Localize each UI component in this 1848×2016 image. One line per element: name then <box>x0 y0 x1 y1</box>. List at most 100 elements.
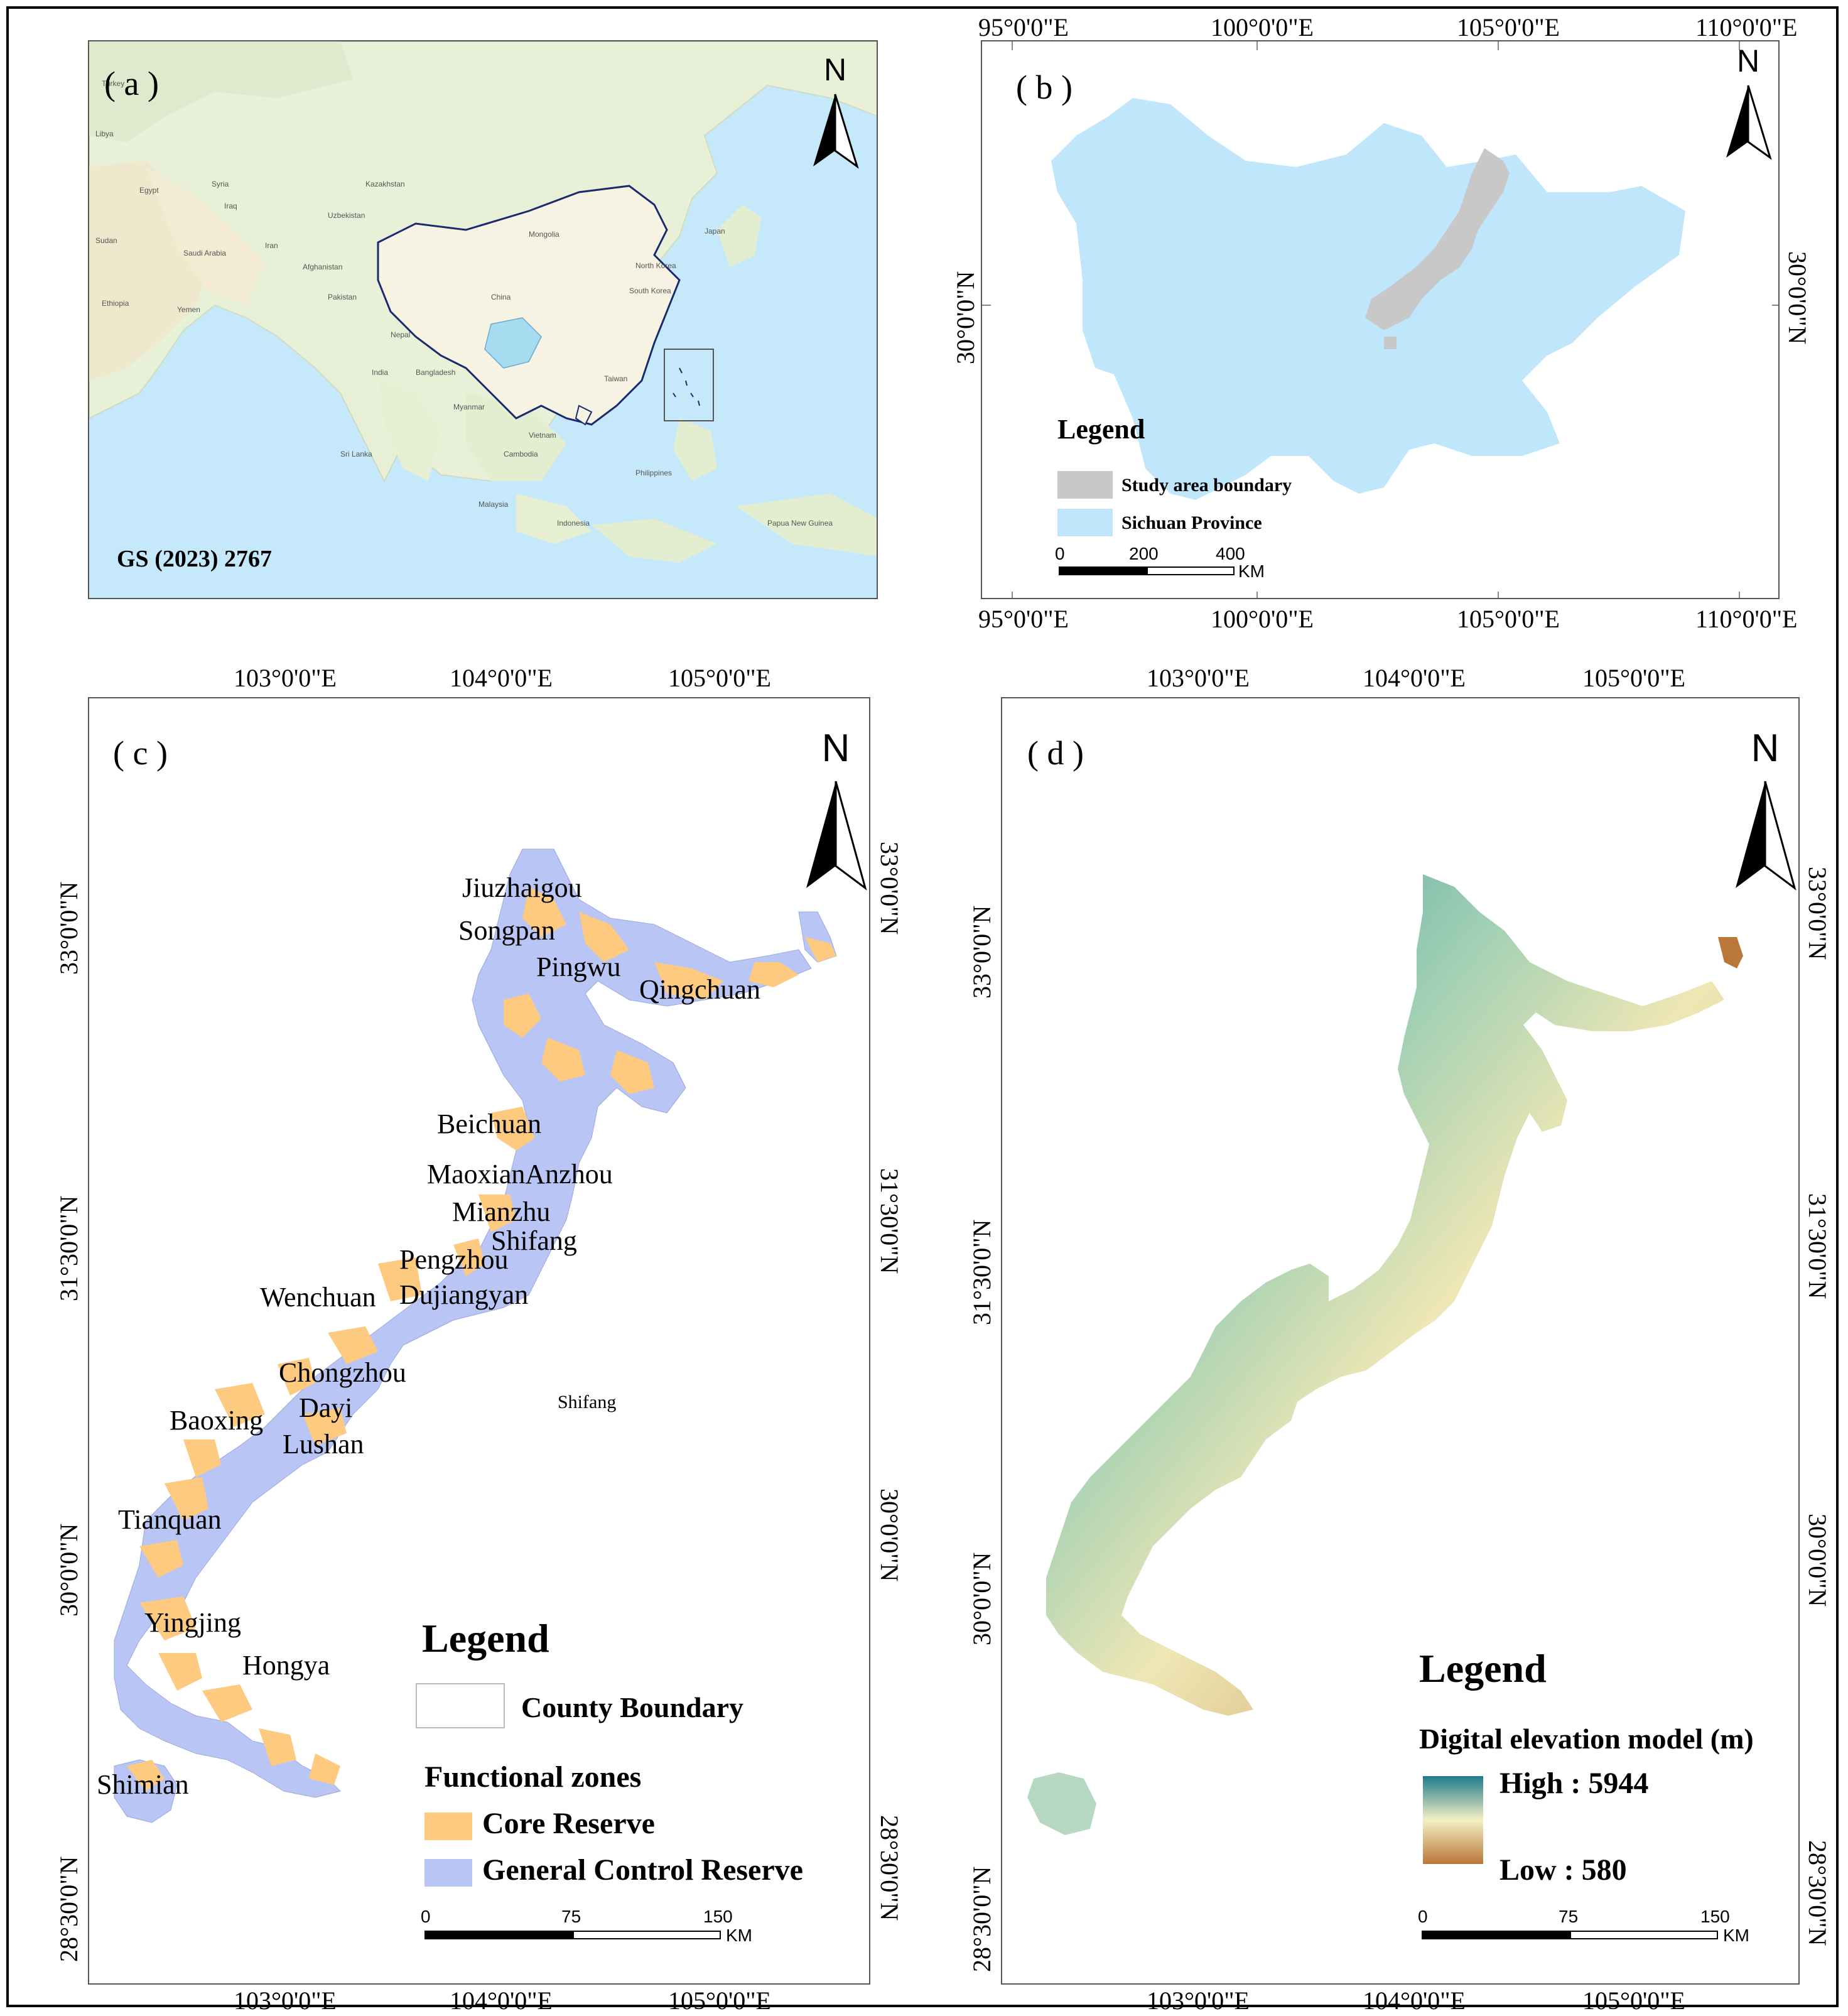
coord-tick: 103°0'0"E <box>1147 1986 1250 2015</box>
study-area-swatch <box>1057 471 1113 499</box>
map-review-code: GS (2023) 2767 <box>117 546 272 572</box>
scale-bar: 0 200 400 KM <box>1055 544 1285 588</box>
sichuan-map <box>982 41 1778 598</box>
county-label: Hongya <box>242 1650 330 1681</box>
legend-item-label: Sichuan Province <box>1121 512 1262 533</box>
county-label: Tianquan <box>118 1504 222 1535</box>
north-arrow: N <box>810 52 860 182</box>
county-label: Mianzhu <box>452 1196 551 1227</box>
legend-title: Legend <box>422 1616 549 1661</box>
coord-tick: 104°0'0"E <box>1363 664 1466 692</box>
coord-tick: 30°0'0"N <box>968 1552 996 1645</box>
north-letter: N <box>1736 43 1760 79</box>
sichuan-swatch <box>1057 509 1113 536</box>
coord-tick: 30°0'0"N <box>1803 1514 1832 1607</box>
country-label: Libya <box>95 129 114 138</box>
country-label: India <box>372 368 389 377</box>
legend-item-label: County Boundary <box>521 1691 744 1723</box>
country-label: Iran <box>265 241 278 250</box>
panel-label: ( b ) <box>1016 68 1073 106</box>
country-label: North Korea <box>635 261 676 270</box>
county-label: Shimian <box>97 1769 189 1800</box>
figure-frame <box>6 6 1839 2007</box>
dem-low-label: Low : 580 <box>1499 1853 1627 1887</box>
county-label: Dayi <box>299 1392 353 1423</box>
country-label: Afghanistan <box>303 263 343 271</box>
coord-tick: 31°30'0"N <box>1803 1193 1832 1299</box>
country-label: Taiwan <box>604 374 628 383</box>
country-label: Sudan <box>95 236 117 245</box>
legend-item-label: General Control Reserve <box>482 1853 803 1887</box>
legend-title: Legend <box>1057 414 1145 445</box>
scale-tick: 0 <box>1418 1907 1428 1926</box>
coord-tick: 105°0'0"E <box>1582 664 1685 692</box>
country-label: Japan <box>705 227 725 236</box>
scale-bar: 0 75 150 KM <box>1418 1907 1773 1957</box>
coord-tick: 30°0'0"N <box>55 1523 83 1617</box>
coord-tick: 105°0'0"E <box>1582 1986 1685 2015</box>
country-label: Malaysia <box>478 500 509 509</box>
country-label: Vietnam <box>529 431 556 440</box>
scale-bar: 0 75 150 KM <box>421 1907 776 1957</box>
legend-subtitle: Functional zones <box>424 1760 642 1794</box>
country-label: Saudi Arabia <box>183 249 227 257</box>
stray-county-label: Shifang <box>558 1392 617 1412</box>
coord-tick: 33°0'0"N <box>875 842 904 935</box>
dem-high-label: High : 5944 <box>1499 1767 1649 1800</box>
country-label: Ethiopia <box>102 299 129 308</box>
scale-tick: 0 <box>1055 544 1065 563</box>
coord-tick: 33°0'0"N <box>55 881 83 975</box>
coord-tick: 110°0'0"E <box>1695 13 1798 41</box>
legend-title: Legend <box>1419 1646 1547 1691</box>
country-label: China <box>491 293 511 301</box>
country-label: Sri Lanka <box>340 450 372 458</box>
country-label: Papua New Guinea <box>767 519 833 528</box>
country-label: Kazakhstan <box>365 180 405 188</box>
coord-tick: 110°0'0"E <box>1695 605 1798 633</box>
coord-tick: 28°30'0"N <box>875 1815 904 1921</box>
north-arrow: N <box>801 727 869 907</box>
coord-tick: 31°30'0"N <box>55 1195 83 1301</box>
county-label: MaoxianAnzhou <box>427 1159 613 1190</box>
county-label: Songpan <box>458 915 555 946</box>
coord-tick: 105°0'0"E <box>668 664 771 692</box>
country-label: Yemen <box>177 305 200 314</box>
coord-tick: 28°30'0"N <box>1803 1840 1832 1946</box>
panel-a-map: Turkey Libya Egypt Sudan Ethiopia Saudi … <box>88 40 878 599</box>
county-label: Beichuan <box>437 1108 542 1139</box>
country-label: Cambodia <box>504 450 538 458</box>
coord-tick: 105°0'0"E <box>668 1986 771 2015</box>
coord-tick: 104°0'0"E <box>450 664 553 692</box>
coord-tick: 28°30'0"N <box>55 1856 83 1962</box>
county-label: Baoxing <box>170 1405 264 1436</box>
country-label: Nepal <box>391 330 411 339</box>
country-label: Iraq <box>224 202 237 210</box>
scale-unit: KM <box>1238 561 1265 581</box>
county-label: Chongzhou <box>279 1357 406 1388</box>
north-arrow: N <box>1731 727 1798 907</box>
dem-map <box>1027 874 1743 1835</box>
scale-tick: 400 <box>1216 544 1245 563</box>
coord-tick: 103°0'0"E <box>1147 664 1250 692</box>
panel-label: ( c ) <box>113 734 168 772</box>
coord-tick: 105°0'0"E <box>1457 605 1560 633</box>
country-label: Mongolia <box>529 230 559 239</box>
core-reserve-swatch <box>424 1813 472 1840</box>
panel-label: ( a ) <box>104 65 159 102</box>
county-label: Dujiangyan <box>399 1279 529 1310</box>
dem-color-ramp <box>1423 1776 1483 1864</box>
country-label: Myanmar <box>453 403 485 411</box>
county-label: Pingwu <box>536 951 621 982</box>
coord-tick: 30°0'0"N <box>951 271 980 364</box>
coord-tick: 30°0'0"N <box>1783 251 1812 345</box>
county-label: Shifang <box>491 1225 577 1256</box>
coord-tick: 30°0'0"N <box>875 1488 904 1582</box>
coord-tick: 28°30'0"N <box>968 1866 996 1972</box>
country-label: Turkey <box>102 79 125 88</box>
scale-unit: KM <box>726 1926 752 1945</box>
county-label: Pengzhou <box>399 1244 509 1275</box>
panel-label: ( d ) <box>1027 734 1084 772</box>
scale-tick: 75 <box>1559 1907 1579 1926</box>
north-letter: N <box>1751 727 1780 770</box>
coord-tick: 95°0'0"E <box>978 13 1069 41</box>
